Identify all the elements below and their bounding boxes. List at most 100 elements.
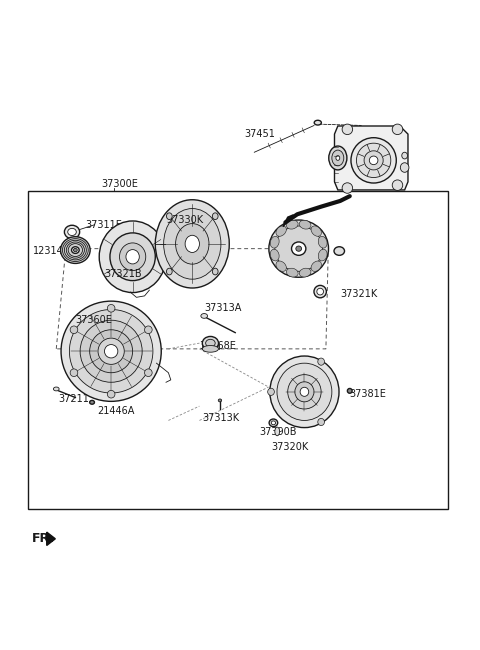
Ellipse shape	[68, 244, 83, 257]
Ellipse shape	[167, 268, 172, 275]
Ellipse shape	[332, 150, 344, 166]
Ellipse shape	[105, 344, 118, 358]
Ellipse shape	[73, 248, 77, 252]
Ellipse shape	[342, 124, 353, 135]
Ellipse shape	[53, 387, 59, 391]
Ellipse shape	[72, 247, 79, 254]
Text: 37313K: 37313K	[202, 413, 239, 423]
Ellipse shape	[334, 247, 345, 255]
Ellipse shape	[212, 213, 218, 220]
Ellipse shape	[369, 156, 378, 164]
Text: 21446A: 21446A	[97, 406, 134, 416]
Ellipse shape	[205, 339, 215, 347]
Text: 37381E: 37381E	[350, 389, 386, 399]
Ellipse shape	[90, 400, 95, 404]
Ellipse shape	[276, 261, 287, 272]
Ellipse shape	[336, 155, 340, 161]
Ellipse shape	[120, 243, 146, 270]
Ellipse shape	[156, 200, 229, 288]
Text: FR.: FR.	[32, 532, 55, 545]
Ellipse shape	[357, 143, 391, 177]
Text: 37368E: 37368E	[199, 341, 236, 352]
Ellipse shape	[300, 387, 309, 396]
Ellipse shape	[176, 224, 209, 264]
Text: 37360E: 37360E	[75, 315, 112, 325]
Ellipse shape	[126, 250, 139, 264]
Text: 37300E: 37300E	[102, 179, 139, 189]
Ellipse shape	[64, 226, 80, 239]
Ellipse shape	[70, 326, 78, 333]
Ellipse shape	[342, 183, 353, 193]
Ellipse shape	[299, 220, 311, 229]
Ellipse shape	[90, 330, 132, 372]
Ellipse shape	[287, 268, 298, 277]
Ellipse shape	[212, 268, 218, 275]
Ellipse shape	[66, 242, 84, 258]
Ellipse shape	[402, 152, 408, 159]
Ellipse shape	[318, 419, 324, 426]
Ellipse shape	[288, 374, 321, 409]
Ellipse shape	[80, 320, 142, 382]
Ellipse shape	[201, 313, 207, 318]
Ellipse shape	[202, 337, 218, 350]
Ellipse shape	[364, 151, 383, 170]
Text: 37340: 37340	[281, 227, 312, 237]
Ellipse shape	[185, 235, 199, 252]
Ellipse shape	[270, 356, 339, 428]
Ellipse shape	[311, 226, 322, 237]
Ellipse shape	[275, 427, 280, 436]
Polygon shape	[283, 214, 293, 227]
Ellipse shape	[392, 124, 403, 135]
Ellipse shape	[351, 138, 396, 183]
Ellipse shape	[299, 268, 311, 277]
Ellipse shape	[218, 399, 222, 402]
Ellipse shape	[317, 288, 324, 295]
Text: 12314B: 12314B	[33, 246, 70, 256]
Ellipse shape	[61, 301, 161, 401]
Ellipse shape	[269, 419, 278, 426]
Ellipse shape	[296, 246, 301, 252]
Ellipse shape	[164, 209, 221, 280]
Text: 37321K: 37321K	[340, 289, 377, 299]
Ellipse shape	[269, 220, 328, 278]
Ellipse shape	[268, 388, 275, 395]
Ellipse shape	[275, 226, 323, 271]
Ellipse shape	[144, 326, 152, 333]
Text: 37313A: 37313A	[204, 304, 241, 313]
Text: 37451: 37451	[245, 129, 276, 139]
Ellipse shape	[276, 226, 287, 237]
Text: 37311E: 37311E	[85, 220, 122, 230]
Ellipse shape	[277, 363, 332, 421]
Text: 37390B: 37390B	[259, 428, 297, 437]
Ellipse shape	[314, 285, 326, 298]
Ellipse shape	[167, 213, 172, 220]
Ellipse shape	[70, 369, 78, 376]
Ellipse shape	[270, 249, 279, 261]
Ellipse shape	[108, 391, 115, 398]
Ellipse shape	[348, 389, 352, 393]
Ellipse shape	[291, 242, 306, 255]
Text: 37321B: 37321B	[104, 269, 142, 279]
Ellipse shape	[318, 358, 324, 365]
Ellipse shape	[98, 338, 124, 365]
Ellipse shape	[64, 240, 86, 260]
Ellipse shape	[108, 304, 115, 312]
Polygon shape	[47, 532, 55, 545]
Text: 37211: 37211	[59, 394, 90, 404]
Text: 37330K: 37330K	[166, 215, 203, 225]
Ellipse shape	[110, 233, 156, 281]
Ellipse shape	[314, 120, 322, 125]
Ellipse shape	[311, 261, 322, 272]
Ellipse shape	[70, 309, 153, 393]
Ellipse shape	[287, 220, 298, 229]
Ellipse shape	[99, 221, 166, 292]
Polygon shape	[335, 126, 408, 190]
Text: 37320K: 37320K	[271, 442, 308, 452]
Ellipse shape	[318, 237, 327, 248]
Ellipse shape	[270, 237, 279, 248]
Ellipse shape	[318, 249, 327, 261]
Ellipse shape	[62, 239, 88, 261]
Bar	[28, 191, 447, 509]
Ellipse shape	[329, 146, 347, 170]
Ellipse shape	[271, 421, 276, 424]
